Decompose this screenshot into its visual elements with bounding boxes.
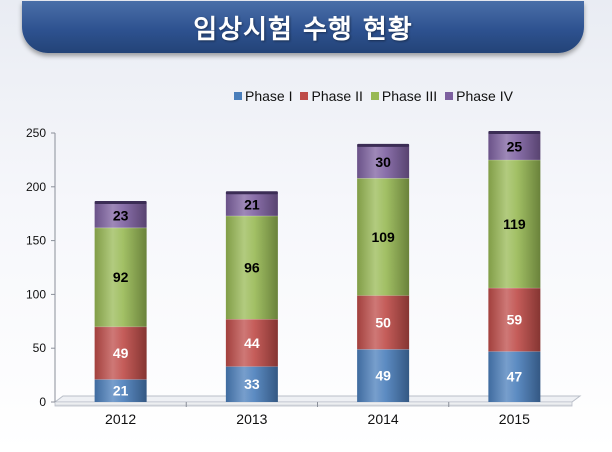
data-label: 21 [113,383,129,399]
chart-floor-edge [54,401,573,407]
bars [94,131,541,402]
legend-label: Phase III [381,88,438,104]
y-tick-label: 0 [39,395,46,409]
data-label: 109 [371,229,395,245]
data-label: 92 [113,269,129,285]
legend-item: Phase IV [445,88,513,104]
legend-swatch [300,92,309,100]
bar-cap [488,131,541,134]
bar-segment [94,202,147,228]
data-label: 44 [244,335,260,351]
bar-segment [225,193,278,216]
legend-label: Phase I [245,88,293,104]
bar-segment [225,366,278,402]
bar-segment [357,178,410,296]
bar-segment [488,159,541,288]
data-label: 21 [244,197,260,213]
data-label: 50 [375,314,391,330]
data-label: 30 [375,154,391,170]
bar-cap [225,191,278,195]
legend-label: Phase II [311,88,363,104]
bar-cap [94,200,147,204]
bar-segment [357,145,410,179]
x-tick-label: 2013 [236,411,267,427]
chart-title: 임상시험 수행 현황 [193,14,413,45]
y-tick-label: 150 [26,234,46,248]
data-label: 25 [507,138,523,154]
bar-segment [357,349,410,402]
data-label: 119 [503,216,526,232]
legend-item: Phase III [370,88,438,104]
bar-segment [488,351,541,402]
title-banner: 임상시험 수행 현황 [22,1,584,53]
data-label: 96 [244,260,260,276]
legend-item: Phase II [300,88,363,104]
bar-segment [488,287,541,352]
bar-segment [357,295,410,350]
bar-cap [357,143,410,147]
axes: 0 50 100 150 200 250 2012 2013 2014 2015 [26,126,582,427]
legend-swatch [234,92,242,100]
data-label: 49 [113,345,129,361]
x-tick-label: 2012 [105,411,136,427]
bar-segment [94,379,147,402]
data-label: 59 [507,312,523,328]
data-label: 33 [244,376,260,392]
bar-segment [94,326,147,380]
legend-swatch [445,92,454,100]
bar-segment [225,215,278,320]
y-tick-label: 100 [26,287,46,301]
data-label: 47 [507,369,523,385]
data-label: 49 [375,368,391,384]
x-tick-label: 2014 [368,411,399,427]
data-label: 23 [113,207,129,223]
y-tick-label: 50 [33,341,47,355]
legend-item: Phase I [234,88,292,104]
legend: Phase I Phase II Phase III Phase IV [234,88,513,104]
bar-segment [94,227,147,327]
bar-segment [488,133,541,160]
data-labels: 21 49 92 23 33 44 96 21 49 50 109 30 47 59 119 25 [113,138,526,398]
legend-swatch [370,92,379,100]
legend-label: Phase IV [456,88,513,104]
y-tick-label: 200 [26,180,46,194]
bar-segment [225,319,278,367]
y-tick-label: 250 [26,126,46,140]
x-tick-label: 2015 [499,411,530,427]
